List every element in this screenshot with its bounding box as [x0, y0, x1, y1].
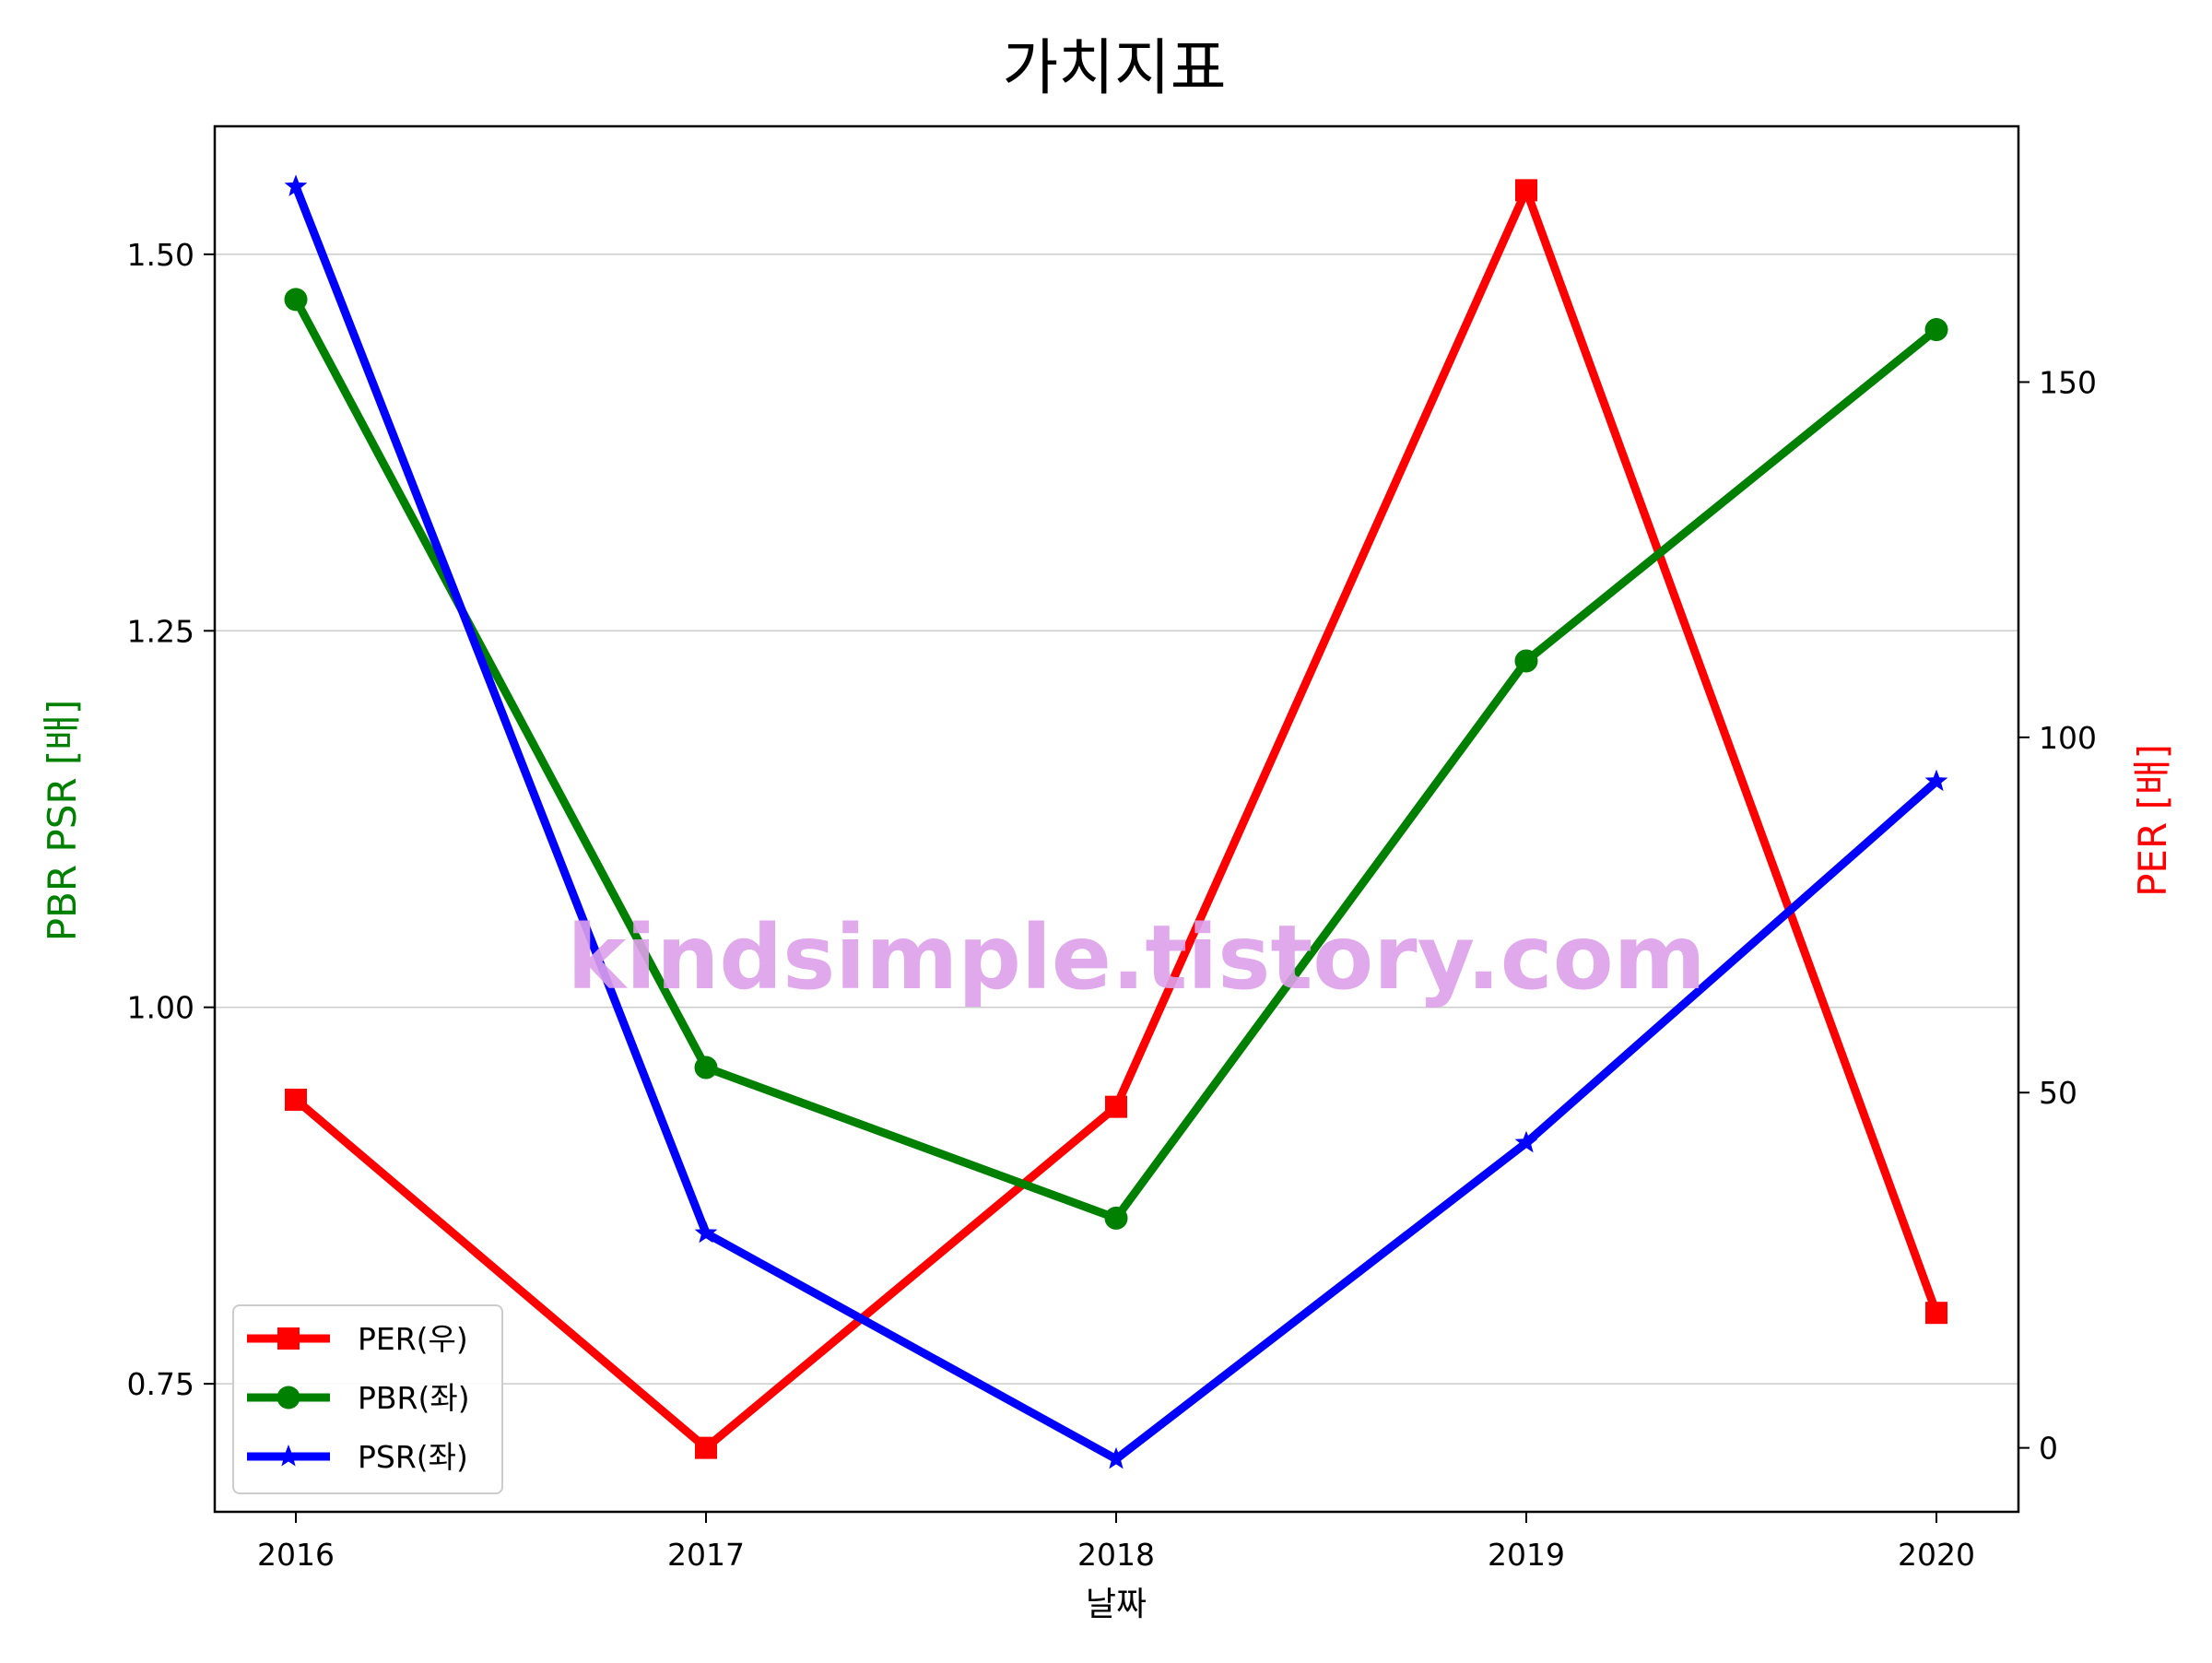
x-axis-tick-label: 2019 [1488, 1537, 1565, 1573]
left-axis-label: PBR PSR [배] [40, 700, 85, 942]
data-point [694, 1221, 718, 1244]
x-axis-tick-label: 2020 [1898, 1537, 1975, 1573]
legend-label: PSR(좌) [358, 1439, 468, 1475]
grid-lines [215, 254, 2018, 1385]
left-axis-tick-label: 1.50 [127, 237, 194, 273]
data-point [1514, 1130, 1538, 1153]
data-point [1924, 769, 1948, 792]
legend-box [232, 1304, 503, 1494]
right-axis-tick-label: 0 [2039, 1431, 2058, 1467]
data-point [1105, 1095, 1127, 1118]
legend-entry: PER(우) [247, 1321, 468, 1357]
x-axis-tick-label: 2017 [667, 1537, 745, 1573]
data-point [695, 1436, 717, 1459]
data-point [1514, 649, 1538, 673]
series-PSR(좌) [284, 174, 1948, 1469]
watermark-layer: kindsimple.tistory.com [567, 906, 1705, 1009]
legend: PER(우) PBR(좌) PSR(좌) [232, 1304, 503, 1494]
right-axis-tick-label: 150 [2039, 364, 2097, 400]
legend-entry: PBR(좌) [247, 1380, 470, 1416]
right-axis-tick-label: 100 [2039, 720, 2097, 756]
data-point [1104, 1206, 1128, 1230]
left-axis-tick-label: 1.00 [127, 990, 194, 1026]
chart-title: 가치지표 [1003, 32, 1227, 103]
data-point [1104, 1446, 1128, 1469]
data-point [1925, 1302, 1947, 1325]
legend-swatch-marker [277, 1327, 300, 1350]
left-axis-tick-label: 0.75 [127, 1366, 194, 1402]
x-axis-tick-label: 2018 [1077, 1537, 1155, 1573]
legend-label: PBR(좌) [358, 1380, 470, 1416]
x-axis-tick-label: 2016 [257, 1537, 335, 1573]
right-axis-label: PER [배] [2130, 744, 2175, 897]
data-point [1515, 179, 1537, 202]
left-axis-tick-label: 1.25 [127, 613, 194, 649]
right-axis-tick-label: 50 [2039, 1075, 2077, 1111]
series-PER(우) [285, 179, 1947, 1459]
legend-swatch-marker [276, 1386, 300, 1409]
legend-swatch-marker [276, 1445, 300, 1467]
axes: 0.75 1.00 1.25 1.50 0 50 100 150 2016 2017 2018 201… [127, 237, 2097, 1573]
watermark-text: kindsimple.tistory.com [567, 906, 1705, 1009]
x-axis-label: 날짜 [1086, 1586, 1147, 1623]
data-point [1924, 318, 1948, 342]
series-layer [284, 174, 1948, 1469]
data-point [694, 1056, 718, 1079]
legend-entry: PSR(좌) [247, 1439, 468, 1475]
legend-label: PER(우) [358, 1321, 468, 1357]
data-point [284, 174, 308, 196]
data-point [285, 1088, 307, 1111]
series-PBR(좌) [284, 288, 1948, 1230]
data-point [284, 288, 308, 312]
